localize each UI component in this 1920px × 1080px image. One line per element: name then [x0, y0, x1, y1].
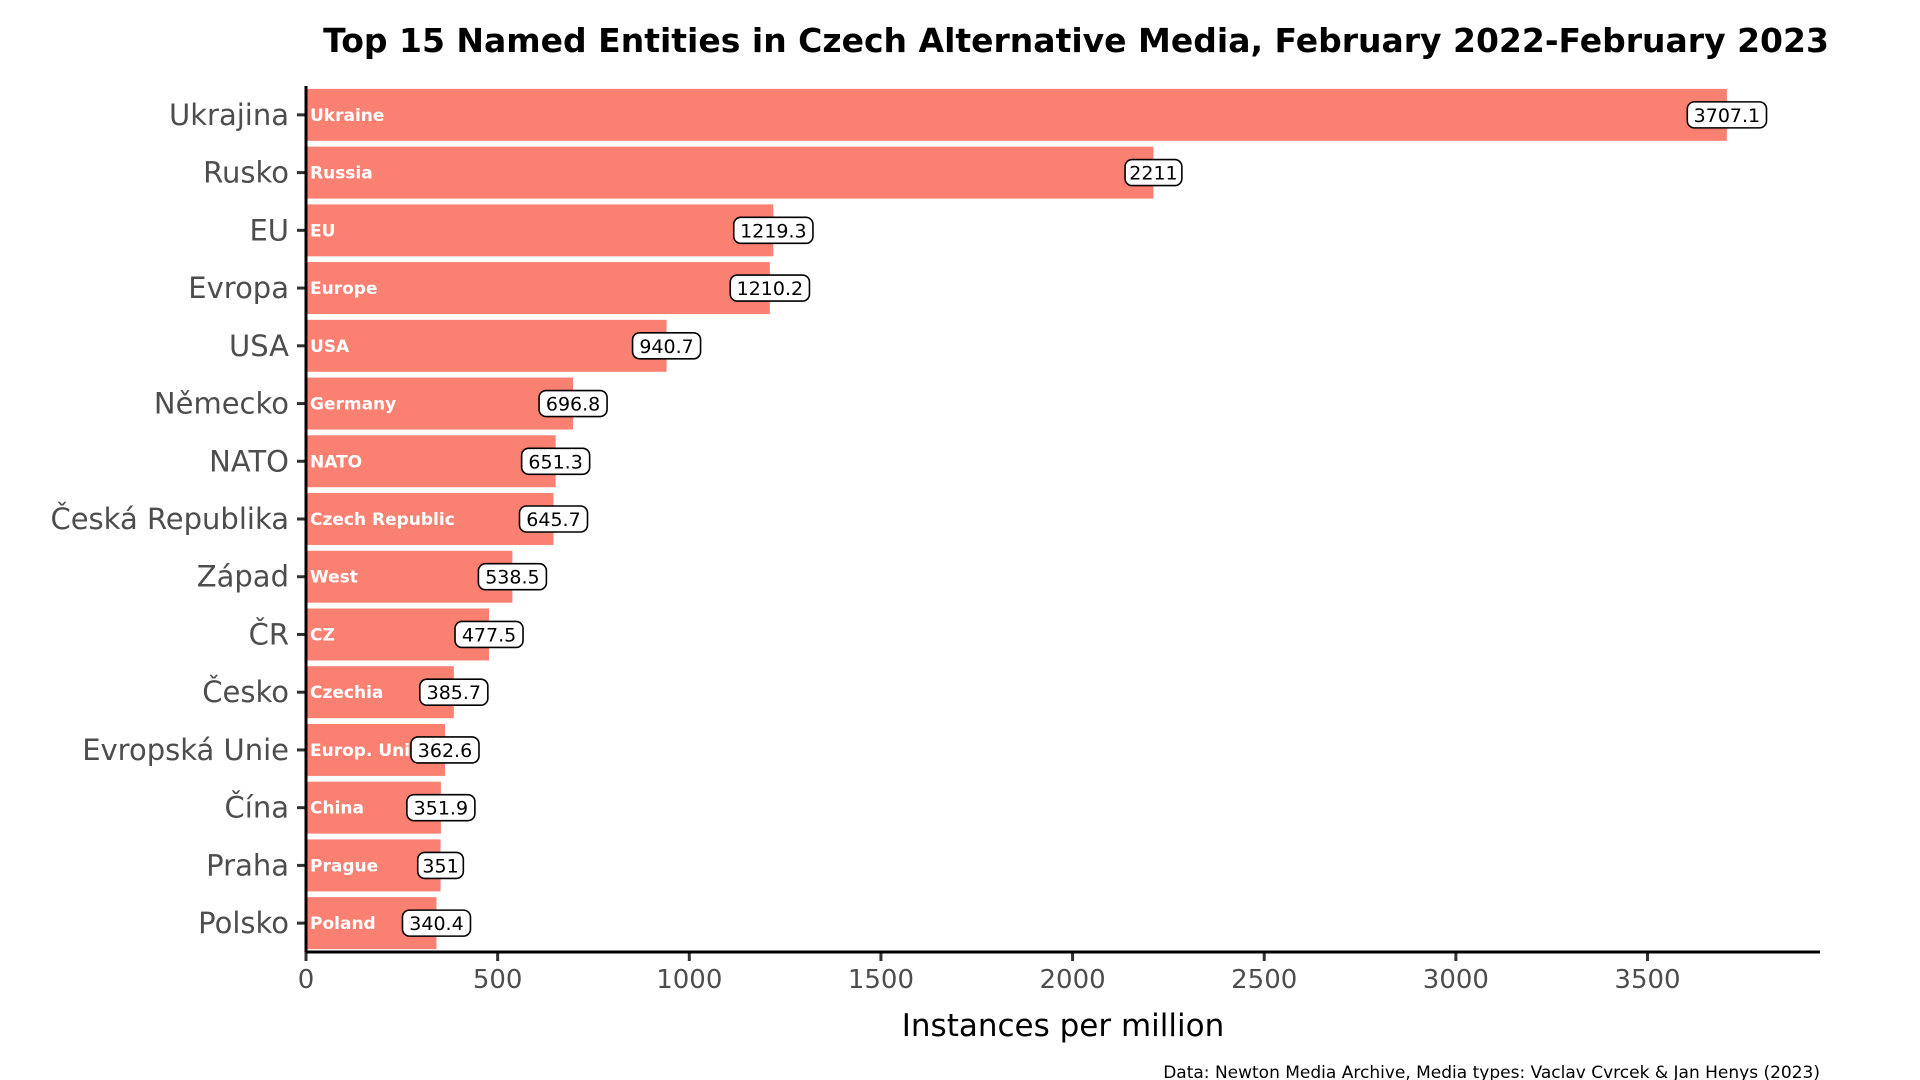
- value-label-box-10: [419, 678, 489, 707]
- value-label-box-4: [631, 331, 702, 360]
- value-label-box-2: [732, 216, 814, 245]
- bar-inner-label-4: USA: [310, 337, 350, 357]
- category-label-11: Evropská Unie: [82, 733, 289, 767]
- category-label-6: NATO: [209, 444, 289, 478]
- bar-3: [306, 262, 770, 315]
- bar-inner-label-10: Czechia: [310, 683, 383, 703]
- value-label-5: 696.8: [546, 394, 600, 416]
- value-label-9: 477.5: [462, 624, 516, 646]
- value-label-box-14: [401, 909, 472, 937]
- value-label-13: 351: [422, 855, 458, 877]
- x-tick-label-1: 500: [473, 965, 523, 995]
- category-label-4: USA: [229, 329, 289, 363]
- bar-inner-label-3: Europe: [310, 279, 377, 299]
- category-label-1: Rusko: [203, 156, 289, 190]
- x-tick-label-0: 0: [298, 965, 315, 995]
- x-axis-label: Instances per million: [902, 1008, 1224, 1044]
- value-label-11: 362.6: [418, 740, 472, 762]
- bar-inner-label-9: CZ: [310, 625, 335, 645]
- bar-inner-label-6: NATO: [310, 452, 362, 472]
- value-label-box-8: [477, 562, 548, 591]
- value-label-box-0: [1686, 101, 1768, 129]
- bar-4: [306, 319, 667, 372]
- value-label-box-6: [520, 447, 591, 476]
- value-label-box-9: [454, 620, 524, 649]
- chart-caption: Data: Newton Media Archive, Media types:…: [1163, 1063, 1820, 1080]
- value-label-4: 940.7: [639, 336, 693, 358]
- value-label-10: 385.7: [427, 682, 481, 704]
- bar-inner-label-13: Prague: [310, 856, 378, 876]
- bar-inner-label-14: Poland: [310, 914, 376, 934]
- category-label-14: Polsko: [198, 906, 289, 940]
- value-label-7: 645.7: [526, 509, 580, 531]
- bar-inner-label-5: Germany: [310, 395, 396, 415]
- x-tick-label-5: 2500: [1231, 965, 1297, 995]
- value-label-14: 340.4: [409, 913, 463, 935]
- value-label-0: 3707.1: [1694, 105, 1760, 127]
- category-label-12: Čína: [225, 791, 289, 825]
- bar-1: [306, 146, 1154, 199]
- bar-inner-label-2: EU: [310, 221, 335, 241]
- value-label-8: 538.5: [485, 567, 539, 589]
- value-label-box-7: [518, 505, 589, 533]
- chart-title: Top 15 Named Entities in Czech Alternati…: [323, 21, 1829, 60]
- bar-5: [306, 377, 574, 430]
- bar-0: [306, 88, 1727, 141]
- bar-inner-label-11: Europ. Union: [310, 741, 434, 761]
- value-label-box-12: [406, 793, 476, 822]
- category-label-5: Německo: [154, 387, 289, 421]
- bar-7: [306, 493, 554, 545]
- category-label-13: Praha: [206, 848, 289, 882]
- bar-2: [306, 204, 774, 257]
- value-label-6: 651.3: [528, 451, 582, 473]
- value-label-3: 1210.2: [737, 278, 803, 300]
- value-label-box-13: [416, 851, 465, 880]
- value-label-12: 351.9: [414, 798, 468, 820]
- category-label-9: ČR: [249, 617, 289, 651]
- x-tick-label-6: 3000: [1423, 965, 1489, 995]
- bar-inner-label-7: Czech Republic: [310, 510, 455, 530]
- value-label-box-5: [538, 389, 608, 418]
- value-label-box-11: [410, 736, 480, 764]
- x-tick-label-4: 2000: [1039, 965, 1105, 995]
- x-tick-label-7: 3500: [1614, 965, 1680, 995]
- category-label-10: Česko: [202, 675, 289, 709]
- x-tick-label-2: 1000: [656, 965, 722, 995]
- bar-inner-label-0: Ukraine: [310, 106, 384, 126]
- x-tick-label-3: 1500: [848, 965, 914, 995]
- value-label-2: 1219.3: [740, 220, 806, 242]
- value-label-1: 2211: [1129, 163, 1177, 185]
- category-label-2: EU: [249, 213, 289, 247]
- bar-inner-label-1: Russia: [310, 164, 373, 184]
- category-label-7: Česká Republika: [50, 502, 289, 536]
- value-label-box-1: [1124, 158, 1183, 187]
- bar-inner-label-8: West: [310, 568, 358, 588]
- x-ticks-group: 0 500 1000 1500 2000 2500 3000 3500: [298, 952, 1681, 995]
- category-label-3: Evropa: [188, 271, 289, 305]
- bars-group: Ukraine 3707.1 Ukrajina Russia 2211 Rusko EU 12…: [50, 88, 1768, 950]
- category-label-0: Ukrajina: [169, 98, 289, 132]
- category-label-8: Západ: [197, 560, 289, 594]
- value-label-box-3: [729, 274, 811, 302]
- bar-6: [306, 435, 556, 488]
- bar-inner-label-12: China: [310, 799, 364, 819]
